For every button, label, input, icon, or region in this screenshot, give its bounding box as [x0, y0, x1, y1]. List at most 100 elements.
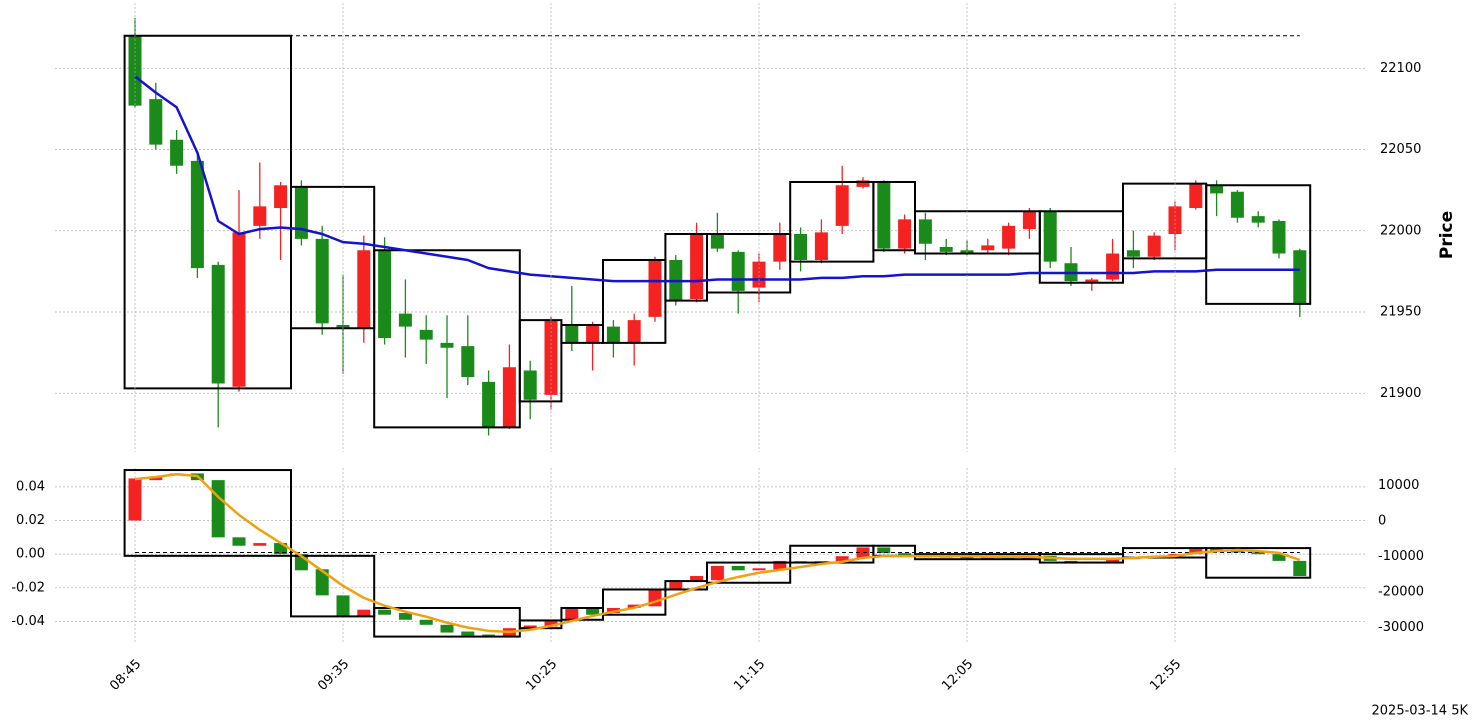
candle-body [523, 370, 537, 400]
y-tick-label: 21900 [1380, 386, 1421, 401]
candle-body [440, 342, 454, 348]
candle-body [565, 325, 579, 343]
y2-tick-label: 0 [1378, 513, 1386, 528]
candle-body [773, 560, 787, 570]
footer: 2025-03-14 5K [1372, 704, 1469, 719]
candle-body [315, 569, 329, 596]
candle-body [482, 634, 496, 637]
candle-body [211, 480, 225, 538]
candle-body [398, 313, 412, 327]
range-box [914, 210, 1041, 255]
candle-body [835, 556, 849, 562]
candle-body [461, 346, 475, 377]
candle-body [981, 557, 995, 559]
candle-body [1106, 559, 1120, 562]
candle-body [1293, 250, 1307, 304]
candle-body [1230, 191, 1244, 218]
candle-body [482, 381, 496, 428]
y-tick-label: -0.02 [11, 580, 45, 595]
candle-body [586, 325, 600, 343]
candle-body [627, 320, 641, 343]
candle-body [1147, 235, 1161, 257]
candle-body [419, 329, 433, 340]
candle-body [398, 613, 412, 620]
range-box [518, 319, 563, 403]
candle-body [627, 604, 641, 608]
candle-body [1272, 221, 1286, 254]
candle-body [918, 219, 932, 244]
candle-body [898, 553, 912, 556]
candle-body [378, 250, 392, 338]
candle-body [544, 621, 558, 627]
candle-body [1210, 185, 1224, 194]
line [134, 472, 1301, 634]
candle-body [606, 326, 620, 343]
candle-body [1043, 211, 1057, 262]
candle-body [523, 625, 537, 629]
y2-tick-label: -20000 [1378, 584, 1424, 599]
candle-body [357, 609, 371, 617]
candle-body [149, 476, 163, 481]
candle-body [877, 182, 891, 249]
candle-body [336, 325, 350, 329]
candle-body [190, 160, 204, 269]
candle-body [315, 238, 329, 324]
range-box [1205, 547, 1312, 579]
candle-body [731, 565, 745, 571]
x-tick-label: 10:25 [523, 657, 560, 694]
candle-body [461, 631, 475, 636]
candle-body [814, 232, 828, 260]
candle-body [856, 180, 870, 187]
candle-body [1106, 253, 1120, 280]
y-tick-label: 22000 [1380, 223, 1421, 238]
candle-body [898, 219, 912, 249]
candle-body [1002, 225, 1016, 249]
y-axis-label: Price [1437, 211, 1457, 259]
line [134, 75, 1300, 283]
candle-body [170, 139, 184, 166]
y-tick-label: 0.02 [16, 513, 45, 528]
candle-body [794, 234, 808, 260]
candle-body [378, 609, 392, 615]
candle-body [1126, 250, 1140, 257]
candle-body [274, 185, 288, 208]
range-box [706, 233, 792, 294]
candle-body [1230, 550, 1244, 553]
x-tick-label: 09:35 [315, 657, 352, 694]
candle-body [586, 607, 600, 615]
range-box [602, 588, 667, 616]
candle-body [981, 245, 995, 251]
candle-body [232, 232, 246, 387]
candle-body [773, 234, 787, 262]
candle-body [253, 206, 267, 226]
candle-body [752, 261, 766, 288]
y-tick-label: 0.00 [16, 547, 45, 562]
candle-body [690, 576, 704, 582]
candle-body [960, 556, 974, 559]
candle-body [939, 247, 953, 252]
y2-tick-label: -30000 [1378, 620, 1424, 635]
candle-body [274, 543, 288, 555]
candle-body [294, 186, 308, 239]
y2-tick-label: 10000 [1378, 478, 1419, 493]
candle-body [710, 565, 724, 581]
candle-body [253, 543, 267, 546]
candle-body [1251, 552, 1265, 555]
x-tick-label: 12:05 [939, 657, 976, 694]
range-box [1205, 184, 1312, 305]
y-tick-label: 22050 [1380, 142, 1421, 157]
candle-body [128, 478, 142, 521]
candle-body [1085, 279, 1099, 283]
y-tick-label: 22100 [1380, 61, 1421, 76]
candle-body [1272, 554, 1286, 561]
x-tick-label: 12:55 [1147, 657, 1184, 694]
x-tick-label: 08:45 [107, 657, 144, 694]
candle-body [211, 264, 225, 384]
candle-body [357, 250, 371, 329]
candle-body [1189, 183, 1203, 208]
candle-body [232, 537, 246, 546]
range-box [123, 469, 292, 557]
candle-body [502, 367, 516, 428]
candle-body [731, 251, 745, 291]
